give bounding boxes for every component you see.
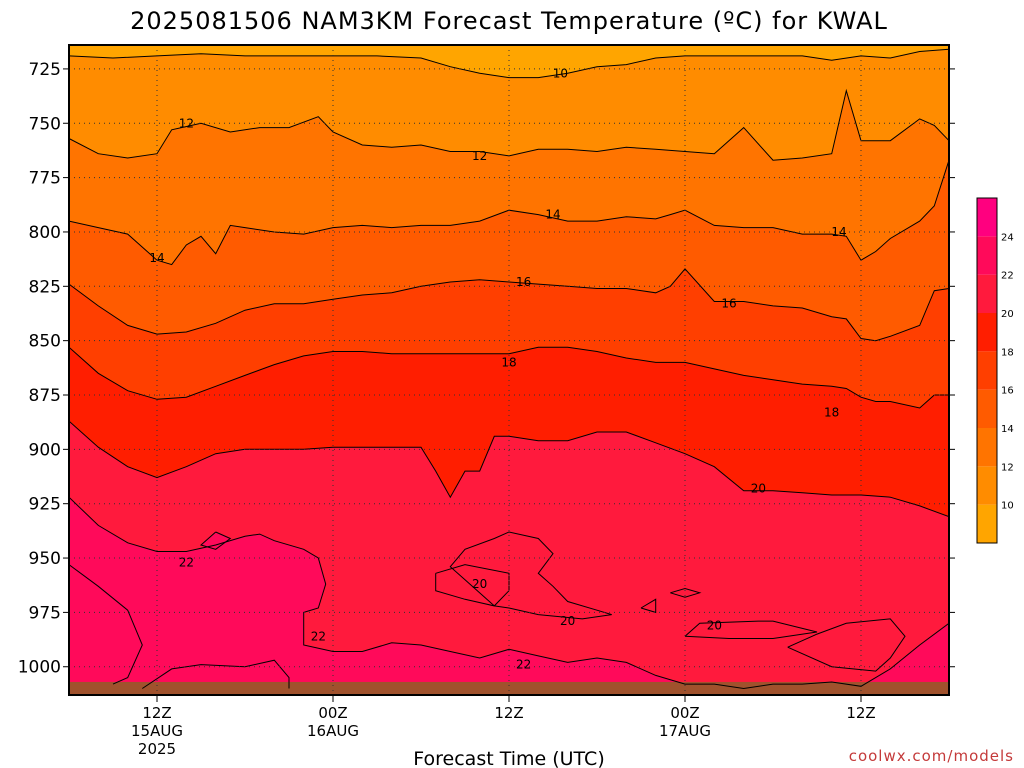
y-tick-label-975: 975: [29, 603, 61, 623]
contour-label-4: 14: [545, 208, 560, 222]
isotherm-24-8: [142, 659, 290, 689]
cell-20-4: [685, 621, 817, 639]
contour-label-13: 20: [707, 618, 722, 632]
x-tick-label-6-1: 15AUG: [131, 722, 183, 740]
isotherm-18-4: [69, 346, 949, 409]
colorbar-label-16: 16: [1001, 386, 1014, 397]
contour-label-12: 20: [560, 614, 575, 628]
colorbar-swatch-1: [977, 466, 997, 505]
y-tick-label-900: 900: [29, 440, 61, 460]
x-tick-label-30-0: 12Z: [494, 704, 523, 722]
colorbar-swatch-3: [977, 389, 997, 428]
colorbar-swatch-4: [977, 351, 997, 390]
colorbar-swatch-7: [977, 236, 997, 275]
isotherm-20-12: [787, 618, 906, 672]
contour-label-5: 14: [831, 225, 846, 239]
contour-label-16: 22: [516, 658, 531, 672]
contour-label-10: 20: [751, 481, 766, 495]
cell-20-5: [787, 618, 905, 672]
colorbar-label-14: 14: [1001, 424, 1014, 435]
contour-labels: 10 12 12 14 14 14 16 16 18 18 20 20 20 20 22 22 22: [149, 66, 846, 672]
isotherm-20-10: [435, 564, 510, 607]
y-tick-label-775: 775: [29, 169, 61, 189]
contour-label-15: 22: [311, 629, 326, 643]
x-tick-label-42-1: 17AUG: [659, 722, 711, 740]
contour-label-6: 16: [516, 275, 531, 289]
y-tick-label-925: 925: [29, 495, 61, 515]
x-axis-label: Forecast Time (UTC): [413, 748, 604, 768]
isotherm-20-5: [69, 420, 949, 518]
colorbar-label-24: 24: [1001, 232, 1014, 243]
isotherm-14-2: [69, 160, 949, 266]
contour-label-11: 20: [472, 577, 487, 591]
contour-label-0: 10: [553, 66, 568, 80]
x-tick-label-54-0: 12Z: [846, 704, 875, 722]
colorbar-swatch-5: [977, 313, 997, 352]
y-tick-label-850: 850: [29, 332, 61, 352]
y-tick-label-825: 825: [29, 277, 61, 297]
colorbar-frame: [976, 197, 998, 544]
isotherm-22-6: [69, 496, 949, 690]
contour-label-8: 18: [501, 355, 516, 369]
y-tick-label-1000: 1000: [18, 658, 61, 678]
contour-label-9: 18: [824, 405, 839, 419]
x-tick-label-18-1: 16AUG: [307, 722, 359, 740]
isotherm-10-0: [69, 48, 949, 79]
contour-label-3: 14: [149, 251, 164, 265]
cell-22-8: [201, 532, 231, 550]
isotherm-20-11: [684, 620, 818, 639]
x-tick-label-6-2: 2025: [138, 740, 176, 758]
credit-link[interactable]: coolwx.com/models: [849, 747, 1014, 765]
contour-label-14: 22: [179, 555, 194, 569]
isotherm-12-1: [69, 88, 949, 161]
y-tick-label-800: 800: [29, 223, 61, 243]
isotherm-16-3: [69, 268, 949, 342]
x-tick-label-42-0: 00Z: [670, 704, 699, 722]
band-above-22: [69, 497, 949, 695]
y-axis: 725 750 775 800 825 850 875 900 925 950 975 1000: [18, 60, 955, 678]
x-tick-label-18-0: 00Z: [318, 704, 347, 722]
plot-area: 10 12 12 14 14 14 16 16 18 18 20 20 20 20 22 22 22: [68, 44, 950, 696]
colorbar-swatch-6: [977, 274, 997, 313]
isotherm-20-9: [449, 531, 612, 620]
y-tick-label-950: 950: [29, 549, 61, 569]
isotherm-24-7: [69, 564, 143, 685]
colorbar-swatch-8: [977, 198, 997, 237]
colorbar: 10 12 14 16 18 20 22 24: [976, 197, 1014, 544]
colorbar-label-18: 18: [1001, 347, 1014, 358]
colorbar-label-10: 10: [1001, 501, 1014, 512]
colorbar-swatch-2: [977, 428, 997, 467]
isotherm-20-13: [670, 587, 702, 598]
cell-20-7: [641, 599, 656, 613]
isotherm-20-14: [640, 598, 657, 614]
colorbar-label-20: 20: [1001, 309, 1014, 320]
colorbar-swatch-0: [977, 504, 997, 543]
colorbar-label-12: 12: [1001, 462, 1014, 473]
y-tick-label-750: 750: [29, 114, 61, 134]
x-tick-label-6-0: 12Z: [142, 704, 171, 722]
contour-label-1: 12: [179, 116, 194, 130]
contour-label-7: 16: [721, 297, 736, 311]
y-tick-label-725: 725: [29, 60, 61, 80]
isotherm-22-15: [199, 531, 232, 550]
ground-surface: [69, 681, 949, 695]
y-tick-label-875: 875: [29, 386, 61, 406]
chart-title: 2025081506 NAM3KM Forecast Temperature (…: [130, 7, 888, 35]
isotherm-lines: [69, 48, 949, 690]
colorbar-label-22: 22: [1001, 271, 1014, 282]
grid-lines: [69, 45, 949, 695]
contour-label-2: 12: [472, 149, 487, 163]
